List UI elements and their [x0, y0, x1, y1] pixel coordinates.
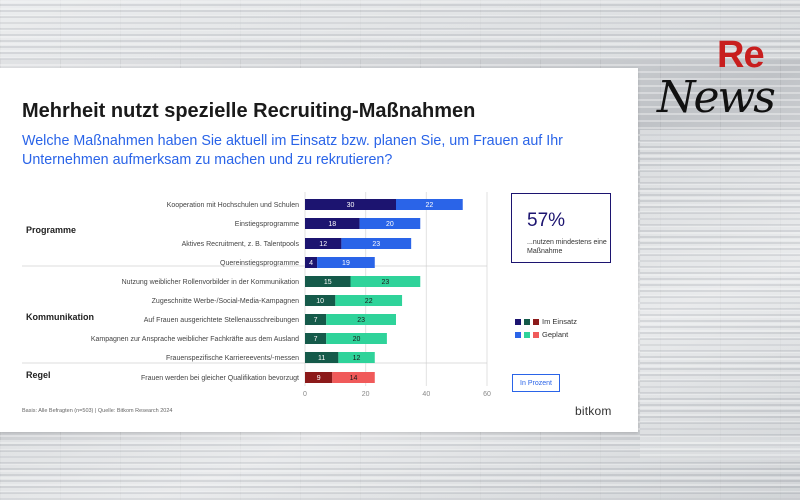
category-label: Nutzung weiblicher Rollenvorbilder in de… — [122, 279, 300, 286]
bar-geplant — [396, 199, 463, 210]
group-label: Programme — [26, 225, 77, 235]
bar-im-einsatz — [305, 218, 360, 229]
data-label-geplant: 23 — [372, 241, 380, 248]
x-tick-label: 20 — [362, 391, 370, 398]
bar-geplant — [335, 295, 403, 306]
bitkom-logo: bitkom — [575, 404, 612, 418]
category-label: Einstiegsprogramme — [235, 221, 299, 228]
legend-swatch — [515, 331, 521, 338]
x-tick-label: 0 — [303, 391, 307, 398]
bar-im-einsatz — [305, 352, 339, 363]
data-label-geplant: 20 — [386, 221, 394, 228]
legend-label: Im Einsatz — [542, 317, 578, 326]
group-label: Kommunikation — [26, 312, 95, 322]
bar-im-einsatz — [305, 314, 327, 325]
bar-geplant — [326, 333, 387, 344]
legend-item-im-einsatz: Im Einsatz — [515, 317, 577, 326]
data-label-im-einsatz: 10 — [316, 298, 324, 305]
category-label: Zugeschnitte Werbe-/Social-Media-Kampagn… — [152, 298, 299, 305]
data-label-geplant: 20 — [353, 336, 361, 343]
data-label-im-einsatz: 15 — [324, 279, 332, 286]
chart-title: Mehrheit nutzt spezielle Recruiting-Maßn… — [22, 100, 476, 122]
data-label-im-einsatz: 4 — [309, 260, 313, 267]
category-label: Quereinstiegsprogramme — [220, 260, 299, 267]
category-label: Auf Frauen ausgerichtete Stellenausschre… — [144, 317, 299, 324]
bar-geplant — [326, 314, 396, 325]
bar-im-einsatz — [305, 372, 333, 383]
legend-label: Geplant — [542, 330, 569, 339]
data-label-im-einsatz: 7 — [314, 317, 318, 324]
legend-swatch — [533, 318, 539, 325]
unit-label: In Prozent — [512, 374, 560, 392]
category-label: Frauenspezifische Karriereevents/-messen — [166, 355, 299, 362]
bar-geplant — [332, 372, 375, 383]
bar-im-einsatz — [305, 276, 351, 287]
category-label: Aktives Recruitment, z. B. Talentpools — [182, 241, 300, 248]
chart-subtitle: Welche Maßnahmen haben Sie aktuell im Ei… — [22, 133, 563, 168]
summary-callout: 57% ...nutzen mindestens eine Maßnahme — [511, 193, 611, 263]
x-tick-label: 60 — [483, 391, 491, 398]
data-label-im-einsatz: 12 — [319, 241, 327, 248]
data-label-geplant: 22 — [425, 202, 433, 209]
bar-im-einsatz — [305, 333, 327, 344]
legend-swatch — [515, 318, 521, 325]
legend-item-geplant: Geplant — [515, 330, 568, 339]
bar-im-einsatz — [305, 199, 396, 210]
bar-geplant — [317, 257, 375, 268]
infographic-card: Mehrheit nutzt spezielle Recruiting-Maßn… — [0, 68, 638, 432]
source-footnote: Basis: Alle Befragten (n=503) | Quelle: … — [22, 408, 173, 414]
bar-im-einsatz — [305, 257, 318, 268]
data-label-im-einsatz: 9 — [317, 375, 321, 382]
category-label: Kooperation mit Hochschulen und Schulen — [167, 202, 299, 209]
bar-geplant — [341, 238, 412, 249]
legend-swatch — [524, 318, 530, 325]
bar-im-einsatz — [305, 295, 336, 306]
bar-geplant — [338, 352, 375, 363]
data-label-geplant: 23 — [381, 279, 389, 286]
data-label-geplant: 12 — [353, 355, 361, 362]
stacked-bar-chart: 0 20 40 60 Kooperation mit Hochschulen und S… — [22, 192, 491, 398]
group-label: Regel — [26, 370, 51, 380]
bar-im-einsatz — [305, 238, 342, 249]
data-label-geplant: 23 — [357, 317, 365, 324]
renews-logo: Re News — [657, 34, 776, 123]
callout-value: 57% — [527, 210, 566, 231]
data-label-geplant: 14 — [350, 375, 358, 382]
bar-geplant — [350, 276, 421, 287]
data-label-im-einsatz: 11 — [318, 355, 325, 362]
legend-swatch — [533, 331, 539, 338]
data-label-geplant: 22 — [365, 298, 373, 305]
callout-text: ...nutzen mindestens eine Maßnahme — [527, 239, 607, 255]
category-label: Kampagnen zur Ansprache weiblicher Fachk… — [91, 336, 299, 343]
category-label: Frauen werden bei gleicher Qualifikation… — [141, 375, 299, 382]
data-label-im-einsatz: 18 — [328, 221, 336, 228]
data-label-im-einsatz: 30 — [347, 202, 355, 209]
data-label-geplant: 19 — [342, 260, 350, 267]
legend-swatch — [524, 331, 530, 338]
data-label-im-einsatz: 7 — [314, 336, 318, 343]
bar-geplant — [359, 218, 421, 229]
x-tick-label: 40 — [422, 391, 430, 398]
